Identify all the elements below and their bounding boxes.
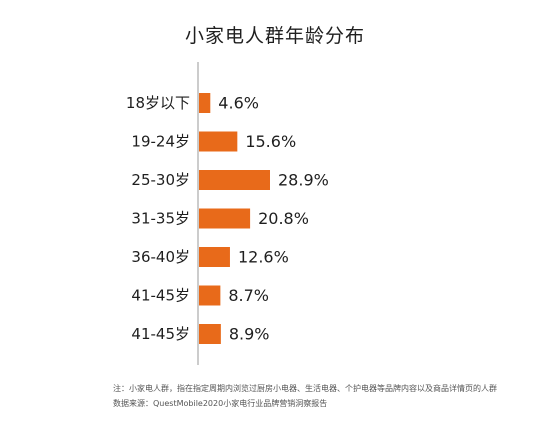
value-label: 12.6% (238, 248, 289, 267)
category-label: 41-45岁 (131, 325, 190, 343)
bar (199, 286, 220, 306)
bar (199, 209, 250, 229)
value-label: 8.7% (228, 286, 269, 305)
value-label: 28.9% (278, 171, 329, 190)
category-label: 25-30岁 (131, 171, 190, 189)
category-label: 31-35岁 (131, 210, 190, 228)
footnote-definition: 注：小家电人群，指在指定周期内浏览过厨房小电器、生活电器、个护电器等品牌内容以及… (113, 381, 543, 396)
value-label: 8.9% (229, 325, 270, 344)
bar (199, 324, 221, 344)
bar (199, 170, 270, 190)
category-label: 36-40岁 (131, 248, 190, 266)
bar (199, 247, 230, 267)
value-label: 20.8% (258, 209, 309, 228)
category-label: 41-45岁 (131, 287, 190, 305)
category-label: 19-24岁 (131, 133, 190, 151)
footnote-source: 数据来源：QuestMobile2020小家电行业品牌营销洞察报告 (113, 396, 543, 411)
bar (199, 132, 237, 152)
value-label: 4.6% (218, 94, 259, 113)
value-label: 15.6% (245, 132, 296, 151)
footer-notes: 注：小家电人群，指在指定周期内浏览过厨房小电器、生活电器、个护电器等品牌内容以及… (113, 381, 543, 411)
category-label: 18岁以下 (126, 94, 190, 112)
bar (199, 93, 210, 113)
